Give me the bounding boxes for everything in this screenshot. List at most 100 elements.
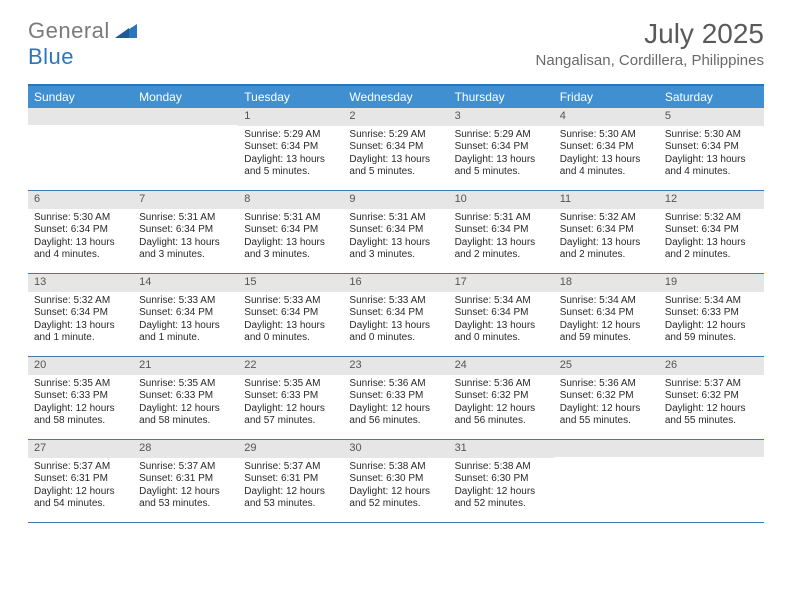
sunset-text: Sunset: 6:34 PM — [665, 224, 758, 237]
daylight-text: Daylight: 13 hours — [34, 320, 127, 333]
day-body: Sunrise: 5:29 AMSunset: 6:34 PMDaylight:… — [449, 126, 554, 183]
sunrise-text: Sunrise: 5:30 AM — [34, 212, 127, 225]
day-number: 4 — [554, 108, 659, 126]
day-number: 25 — [554, 357, 659, 375]
day-cell: 26Sunrise: 5:37 AMSunset: 6:32 PMDayligh… — [659, 357, 764, 439]
day-cell — [133, 108, 238, 190]
day-cell: 25Sunrise: 5:36 AMSunset: 6:32 PMDayligh… — [554, 357, 659, 439]
day-number: 20 — [28, 357, 133, 375]
day-number: 15 — [238, 274, 343, 292]
day-cell: 12Sunrise: 5:32 AMSunset: 6:34 PMDayligh… — [659, 191, 764, 273]
sunset-text: Sunset: 6:34 PM — [665, 141, 758, 154]
day-number: 24 — [449, 357, 554, 375]
day-body: Sunrise: 5:36 AMSunset: 6:32 PMDaylight:… — [554, 375, 659, 432]
day-cell: 20Sunrise: 5:35 AMSunset: 6:33 PMDayligh… — [28, 357, 133, 439]
day-body: Sunrise: 5:29 AMSunset: 6:34 PMDaylight:… — [343, 126, 448, 183]
header: General Blue July 2025 Nangalisan, Cordi… — [0, 0, 792, 74]
day-body: Sunrise: 5:31 AMSunset: 6:34 PMDaylight:… — [133, 209, 238, 266]
day-body: Sunrise: 5:33 AMSunset: 6:34 PMDaylight:… — [343, 292, 448, 349]
day-body: Sunrise: 5:33 AMSunset: 6:34 PMDaylight:… — [133, 292, 238, 349]
day-body: Sunrise: 5:37 AMSunset: 6:31 PMDaylight:… — [133, 458, 238, 515]
sunset-text: Sunset: 6:33 PM — [665, 307, 758, 320]
sunset-text: Sunset: 6:34 PM — [244, 307, 337, 320]
daylight-text: Daylight: 12 hours — [139, 403, 232, 416]
sunset-text: Sunset: 6:34 PM — [349, 307, 442, 320]
day-number: 7 — [133, 191, 238, 209]
day-body — [133, 125, 238, 185]
week-row: 13Sunrise: 5:32 AMSunset: 6:34 PMDayligh… — [28, 274, 764, 357]
daylight-text: and 5 minutes. — [455, 166, 548, 179]
sunrise-text: Sunrise: 5:37 AM — [139, 461, 232, 474]
day-number — [659, 440, 764, 457]
day-number: 2 — [343, 108, 448, 126]
day-number: 27 — [28, 440, 133, 458]
daylight-text: Daylight: 13 hours — [349, 320, 442, 333]
daylight-text: and 1 minute. — [34, 332, 127, 345]
day-cell: 29Sunrise: 5:37 AMSunset: 6:31 PMDayligh… — [238, 440, 343, 522]
sunrise-text: Sunrise: 5:37 AM — [244, 461, 337, 474]
sunset-text: Sunset: 6:34 PM — [34, 224, 127, 237]
daylight-text: and 5 minutes. — [244, 166, 337, 179]
day-number: 9 — [343, 191, 448, 209]
sunset-text: Sunset: 6:33 PM — [139, 390, 232, 403]
day-cell: 11Sunrise: 5:32 AMSunset: 6:34 PMDayligh… — [554, 191, 659, 273]
day-body: Sunrise: 5:32 AMSunset: 6:34 PMDaylight:… — [659, 209, 764, 266]
day-cell: 14Sunrise: 5:33 AMSunset: 6:34 PMDayligh… — [133, 274, 238, 356]
day-body: Sunrise: 5:34 AMSunset: 6:34 PMDaylight:… — [449, 292, 554, 349]
day-body: Sunrise: 5:35 AMSunset: 6:33 PMDaylight:… — [133, 375, 238, 432]
day-cell: 31Sunrise: 5:38 AMSunset: 6:30 PMDayligh… — [449, 440, 554, 522]
sunrise-text: Sunrise: 5:34 AM — [455, 295, 548, 308]
day-header: Sunday — [28, 86, 133, 108]
daylight-text: and 4 minutes. — [665, 166, 758, 179]
day-cell: 21Sunrise: 5:35 AMSunset: 6:33 PMDayligh… — [133, 357, 238, 439]
sunset-text: Sunset: 6:34 PM — [244, 224, 337, 237]
week-row: 1Sunrise: 5:29 AMSunset: 6:34 PMDaylight… — [28, 108, 764, 191]
day-cell: 19Sunrise: 5:34 AMSunset: 6:33 PMDayligh… — [659, 274, 764, 356]
day-number: 16 — [343, 274, 448, 292]
daylight-text: Daylight: 12 hours — [560, 320, 653, 333]
day-body: Sunrise: 5:32 AMSunset: 6:34 PMDaylight:… — [554, 209, 659, 266]
daylight-text: and 0 minutes. — [455, 332, 548, 345]
daylight-text: Daylight: 12 hours — [665, 320, 758, 333]
day-number — [28, 108, 133, 125]
day-cell: 15Sunrise: 5:33 AMSunset: 6:34 PMDayligh… — [238, 274, 343, 356]
logo: General Blue — [28, 18, 137, 70]
day-body: Sunrise: 5:33 AMSunset: 6:34 PMDaylight:… — [238, 292, 343, 349]
daylight-text: and 56 minutes. — [455, 415, 548, 428]
sunset-text: Sunset: 6:34 PM — [349, 224, 442, 237]
sunrise-text: Sunrise: 5:31 AM — [139, 212, 232, 225]
day-cell: 13Sunrise: 5:32 AMSunset: 6:34 PMDayligh… — [28, 274, 133, 356]
day-number: 10 — [449, 191, 554, 209]
day-body: Sunrise: 5:34 AMSunset: 6:34 PMDaylight:… — [554, 292, 659, 349]
daylight-text: and 0 minutes. — [349, 332, 442, 345]
daylight-text: and 0 minutes. — [244, 332, 337, 345]
daylight-text: and 56 minutes. — [349, 415, 442, 428]
daylight-text: and 58 minutes. — [34, 415, 127, 428]
day-body: Sunrise: 5:32 AMSunset: 6:34 PMDaylight:… — [28, 292, 133, 349]
day-body: Sunrise: 5:38 AMSunset: 6:30 PMDaylight:… — [449, 458, 554, 515]
daylight-text: and 3 minutes. — [349, 249, 442, 262]
daylight-text: Daylight: 13 hours — [244, 320, 337, 333]
daylight-text: and 57 minutes. — [244, 415, 337, 428]
daylight-text: and 2 minutes. — [665, 249, 758, 262]
daylight-text: Daylight: 13 hours — [244, 154, 337, 167]
sunrise-text: Sunrise: 5:38 AM — [455, 461, 548, 474]
daylight-text: Daylight: 12 hours — [455, 403, 548, 416]
day-body: Sunrise: 5:35 AMSunset: 6:33 PMDaylight:… — [238, 375, 343, 432]
daylight-text: Daylight: 13 hours — [455, 154, 548, 167]
day-header: Tuesday — [238, 86, 343, 108]
daylight-text: Daylight: 13 hours — [34, 237, 127, 250]
sunrise-text: Sunrise: 5:33 AM — [349, 295, 442, 308]
daylight-text: Daylight: 13 hours — [139, 320, 232, 333]
daylight-text: Daylight: 13 hours — [665, 154, 758, 167]
sunset-text: Sunset: 6:34 PM — [349, 141, 442, 154]
daylight-text: Daylight: 12 hours — [34, 486, 127, 499]
day-cell — [28, 108, 133, 190]
sunset-text: Sunset: 6:34 PM — [560, 224, 653, 237]
sunrise-text: Sunrise: 5:30 AM — [560, 129, 653, 142]
day-body: Sunrise: 5:37 AMSunset: 6:31 PMDaylight:… — [238, 458, 343, 515]
daylight-text: Daylight: 13 hours — [349, 237, 442, 250]
sunset-text: Sunset: 6:34 PM — [244, 141, 337, 154]
daylight-text: Daylight: 12 hours — [455, 486, 548, 499]
day-number: 30 — [343, 440, 448, 458]
